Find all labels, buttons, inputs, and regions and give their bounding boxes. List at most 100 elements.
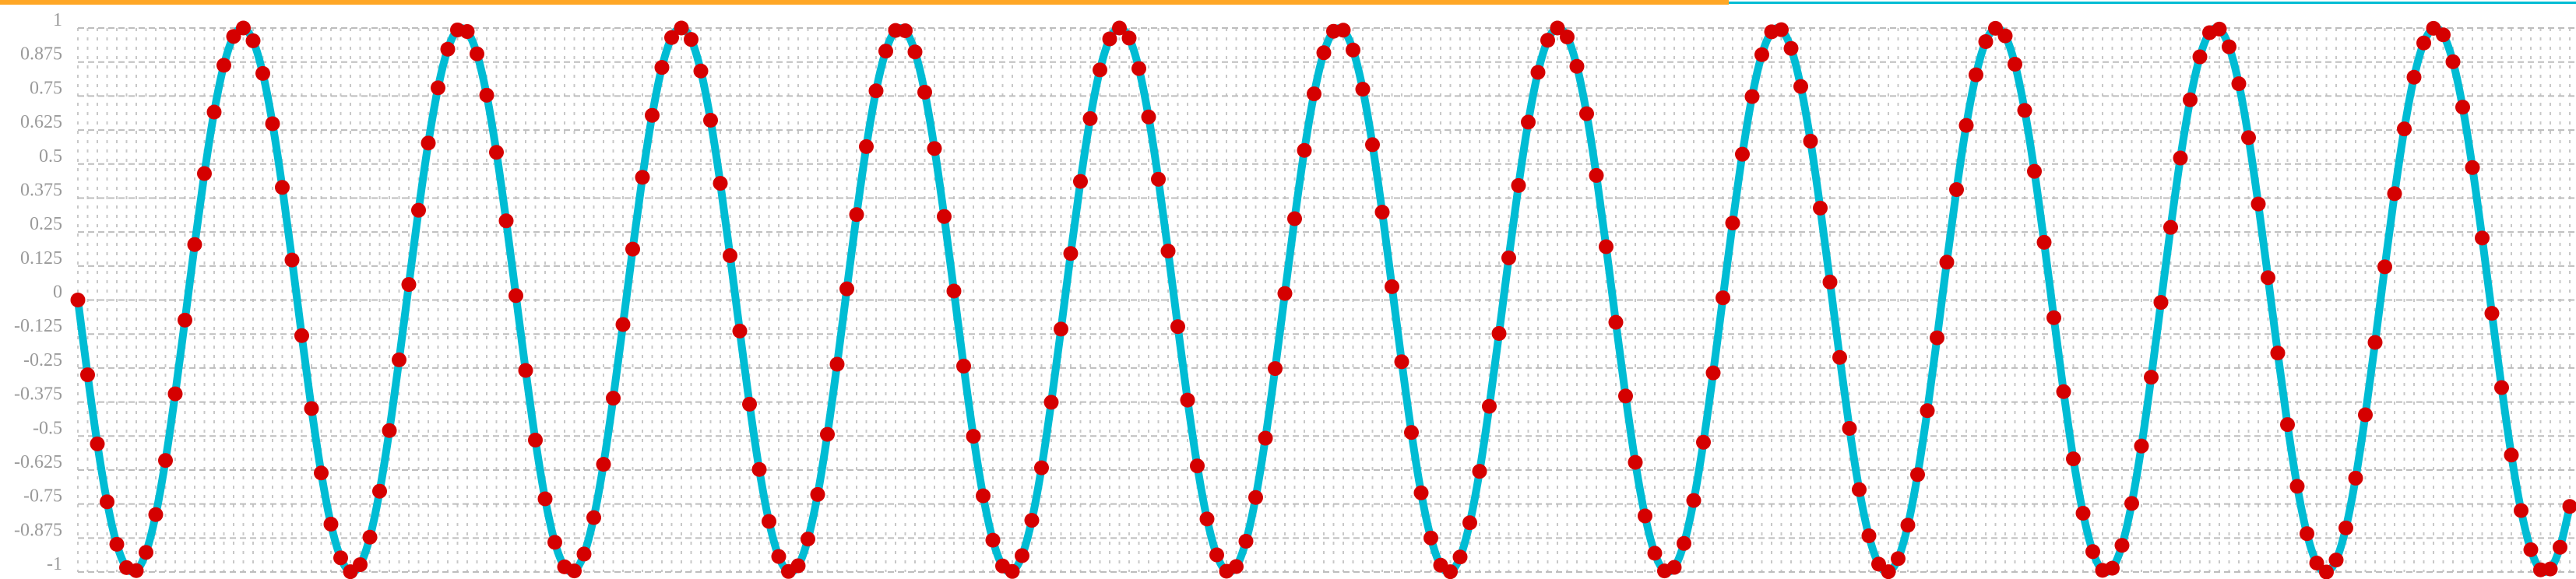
data-point (956, 358, 971, 374)
data-point (1891, 551, 1906, 567)
data-point (1452, 549, 1468, 565)
data-point (1530, 65, 1546, 80)
data-point (1822, 274, 1838, 290)
data-point (2309, 555, 2324, 570)
data-point (1307, 86, 1321, 102)
data-point (742, 396, 757, 412)
data-point (1550, 20, 1565, 36)
data-point (664, 30, 679, 45)
data-point (946, 283, 962, 299)
data-point (703, 112, 718, 128)
data-point (1813, 200, 1828, 216)
data-point (829, 356, 845, 372)
data-point (1521, 114, 1536, 130)
data-markers (70, 20, 2576, 579)
data-point (245, 33, 261, 48)
data-point (596, 457, 611, 472)
data-point (1034, 460, 1049, 475)
data-point (421, 135, 436, 151)
data-point (1024, 513, 1040, 528)
data-point (1385, 279, 1399, 294)
data-point (645, 107, 660, 123)
data-point (898, 23, 913, 38)
data-point (1043, 395, 1059, 410)
data-point (2553, 539, 2567, 555)
data-point (1832, 349, 1847, 365)
data-point (576, 546, 592, 562)
y-tick-label: -0.375 (14, 384, 62, 405)
data-point (2008, 56, 2022, 72)
y-tick-label: 0.625 (20, 112, 62, 132)
data-point (1881, 564, 1896, 579)
data-point (1443, 564, 1458, 579)
data-point (1599, 239, 1614, 254)
data-point (2250, 196, 2266, 212)
data-point (100, 494, 114, 510)
data-point (1793, 79, 1808, 94)
data-point (1501, 250, 1516, 265)
data-point (440, 41, 456, 57)
data-point (294, 328, 309, 343)
y-tick-label: 0.5 (39, 146, 62, 167)
data-point (1939, 254, 1955, 270)
data-point (859, 139, 874, 154)
data-point (323, 516, 339, 532)
data-point (2543, 561, 2558, 577)
data-point (1073, 174, 1088, 189)
data-point (1647, 546, 1663, 561)
data-point (139, 545, 153, 560)
data-point (1462, 515, 1477, 531)
data-point (732, 323, 748, 339)
data-point (382, 423, 397, 438)
data-point (333, 550, 348, 566)
data-point (1229, 559, 1244, 574)
data-point (684, 32, 699, 47)
data-point (167, 386, 183, 402)
data-point (1151, 171, 1166, 187)
data-point (2397, 121, 2412, 137)
data-point (849, 207, 864, 223)
y-tick-label: -0.125 (14, 316, 62, 336)
data-point (1258, 430, 1273, 446)
data-point (90, 436, 105, 451)
data-point (1608, 314, 1624, 330)
data-point (1374, 205, 1390, 220)
data-point (2494, 380, 2509, 395)
data-point (109, 536, 125, 552)
data-point (1725, 216, 1740, 231)
data-point (2504, 447, 2519, 463)
data-point (2066, 451, 2081, 467)
data-point (586, 510, 601, 525)
data-point (839, 281, 854, 297)
data-point (1248, 490, 1263, 505)
horizontal-gridlines (78, 27, 2576, 573)
data-point (2387, 186, 2402, 202)
data-point (2465, 160, 2480, 175)
data-point (2144, 370, 2159, 385)
data-point (1268, 361, 1283, 377)
data-point (2231, 76, 2247, 92)
data-point (2338, 520, 2353, 535)
data-point (537, 491, 553, 507)
data-point (1735, 146, 1750, 162)
data-point (1696, 434, 1711, 450)
data-point (1404, 425, 1419, 440)
data-point (2300, 526, 2314, 542)
data-point (654, 60, 670, 75)
data-point (1472, 464, 1487, 479)
data-point (1160, 244, 1176, 259)
y-tick-label: 0.75 (30, 78, 62, 98)
data-point (1180, 392, 1195, 408)
data-point (2183, 92, 2198, 107)
data-point (1969, 67, 1983, 82)
data-point (1346, 42, 1360, 58)
y-tick-label: -0.875 (14, 520, 62, 540)
progress-bar-fill (0, 0, 1729, 5)
y-tick-label: 0.375 (20, 180, 62, 200)
data-point (2514, 503, 2528, 518)
data-point (810, 486, 825, 502)
data-point (868, 83, 884, 99)
data-point (178, 312, 192, 328)
data-point (1920, 403, 1935, 419)
data-point (2436, 27, 2451, 43)
